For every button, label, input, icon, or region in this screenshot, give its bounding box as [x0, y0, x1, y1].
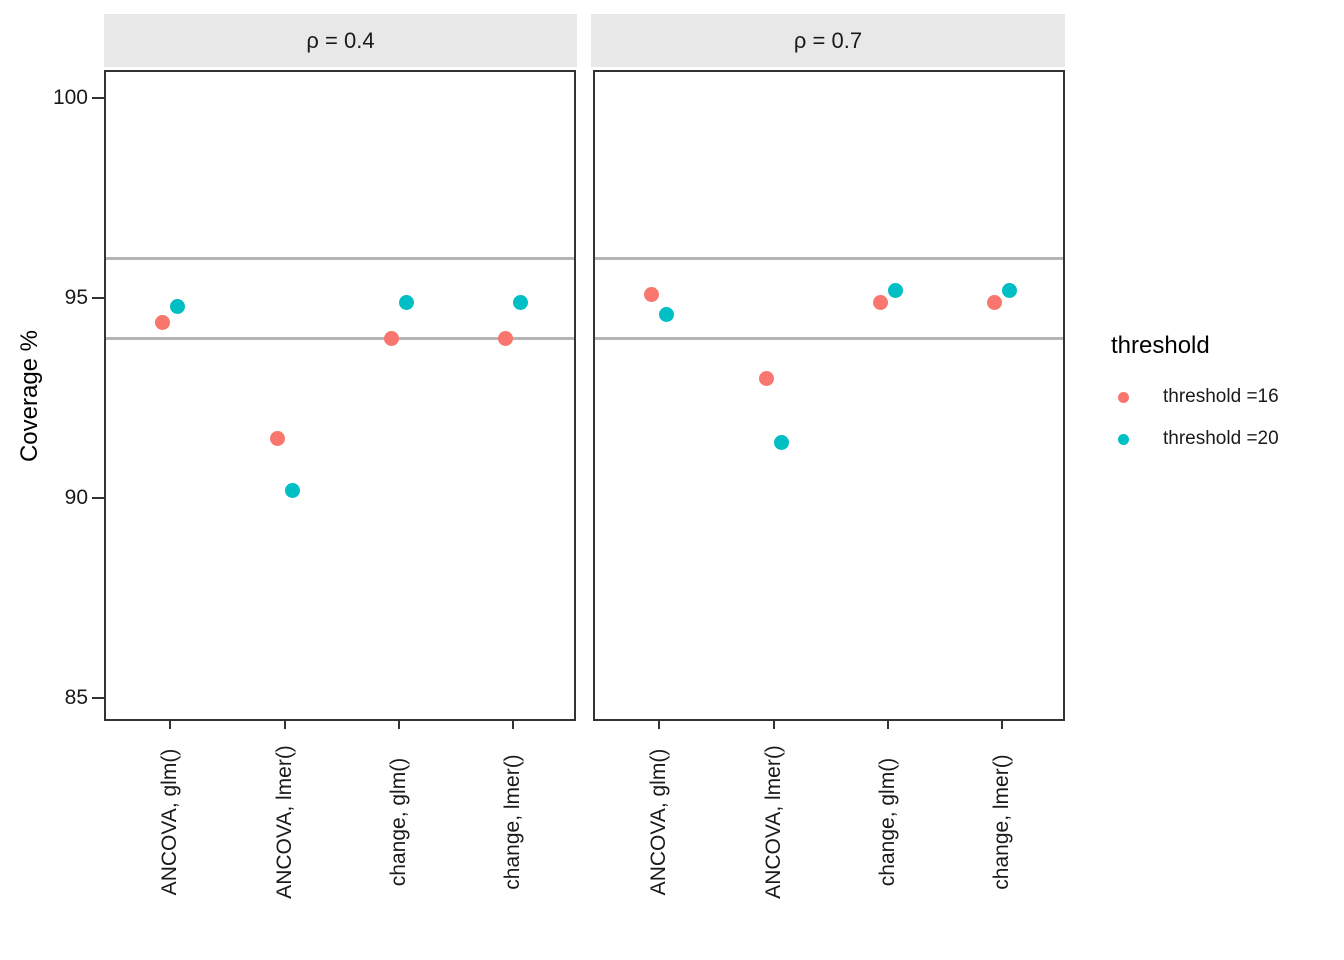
facet-strip-rho-0.7: ρ = 0.7	[591, 14, 1065, 67]
data-point	[384, 330, 400, 346]
reference-line-96	[595, 256, 1063, 260]
data-point	[659, 306, 675, 322]
facet-strip-label: ρ = 0.7	[793, 27, 863, 53]
legend-entry-threshold-20: threshold =20	[1111, 424, 1341, 454]
y-tick-label: 95	[64, 286, 88, 309]
y-tick-label: 90	[64, 486, 88, 509]
data-point	[644, 286, 660, 302]
plot-panel-rho-0.7	[593, 70, 1065, 721]
plot-panel-rho-0.4	[104, 70, 576, 721]
data-point	[155, 314, 171, 330]
legend-dot-icon	[1117, 391, 1129, 403]
data-point	[513, 294, 529, 310]
legend-entry-label: threshold =16	[1163, 386, 1279, 407]
x-tick-label: change, lmer()	[990, 754, 1013, 890]
data-point	[399, 294, 415, 310]
legend-entry-label: threshold =20	[1163, 428, 1279, 449]
y-tick-mark	[92, 97, 104, 99]
y-axis-title: Coverage %	[16, 329, 43, 463]
x-tick-mark	[887, 721, 889, 729]
x-tick-mark	[512, 721, 514, 729]
reference-line-96	[106, 256, 574, 260]
x-tick-mark	[398, 721, 400, 729]
x-tick-mark	[284, 721, 286, 729]
data-point	[285, 482, 301, 498]
y-tick-mark	[92, 497, 104, 499]
x-tick-mark	[1001, 721, 1003, 729]
data-point	[498, 330, 514, 346]
data-point	[774, 434, 790, 450]
x-tick-label: ANCOVA, lmer()	[762, 745, 785, 899]
legend-dot-icon	[1117, 433, 1129, 445]
x-tick-label: change, glm()	[876, 757, 899, 887]
x-tick-mark	[773, 721, 775, 729]
reference-line-94	[106, 336, 574, 340]
facet-strip-rho-0.4: ρ = 0.4	[104, 14, 577, 67]
y-tick-label: 85	[64, 686, 88, 709]
y-tick-mark	[92, 297, 104, 299]
reference-line-94	[595, 336, 1063, 340]
data-point	[987, 294, 1003, 310]
x-tick-mark	[169, 721, 171, 729]
data-point	[1002, 282, 1018, 298]
x-tick-mark	[658, 721, 660, 729]
data-point	[759, 370, 775, 386]
facet-strip-label: ρ = 0.4	[306, 27, 375, 53]
x-tick-label: ANCOVA, glm()	[647, 748, 670, 896]
legend-entry-threshold-16: threshold =16	[1111, 382, 1341, 412]
data-point	[888, 282, 904, 298]
y-tick-mark	[92, 697, 104, 699]
legend-title: threshold	[1111, 332, 1210, 359]
legend-key	[1111, 427, 1135, 451]
data-point	[873, 294, 889, 310]
data-point	[270, 430, 286, 446]
x-tick-label: ANCOVA, glm()	[158, 748, 181, 896]
legend: threshold threshold =16 threshold =20	[1111, 332, 1341, 466]
data-point	[170, 298, 186, 314]
legend-key	[1111, 385, 1135, 409]
x-tick-label: ANCOVA, lmer()	[273, 745, 296, 899]
x-tick-label: change, lmer()	[501, 754, 524, 890]
x-tick-label: change, glm()	[387, 757, 410, 887]
y-tick-label: 100	[52, 86, 88, 109]
